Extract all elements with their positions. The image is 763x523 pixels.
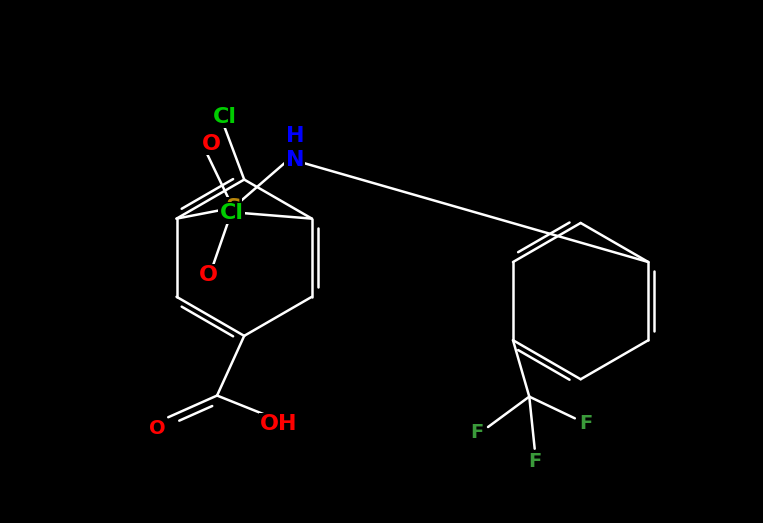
Text: F: F xyxy=(579,414,592,433)
Text: O: O xyxy=(198,265,217,285)
Text: O: O xyxy=(149,418,166,438)
Text: OH: OH xyxy=(260,414,298,434)
Text: H
N: H N xyxy=(285,127,304,169)
Text: F: F xyxy=(471,423,484,442)
Text: S: S xyxy=(225,198,241,218)
Text: Cl: Cl xyxy=(220,203,243,223)
Text: F: F xyxy=(528,452,541,471)
Text: O: O xyxy=(201,134,221,154)
Text: Cl: Cl xyxy=(213,107,237,127)
